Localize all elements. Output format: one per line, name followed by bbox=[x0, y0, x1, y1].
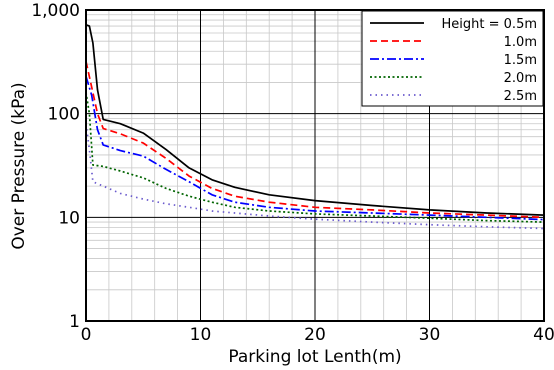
series-layer bbox=[85, 24, 545, 230]
legend-label: Height = 0.5m bbox=[442, 17, 537, 32]
x-tick-label: 40 bbox=[533, 325, 554, 345]
x-tick-label: 30 bbox=[419, 325, 441, 345]
y-tick-label: 100 bbox=[48, 105, 80, 125]
series-line bbox=[85, 92, 545, 223]
legend-label: 2.0m bbox=[504, 71, 537, 86]
x-tick-label: 10 bbox=[190, 325, 212, 345]
series-line bbox=[85, 61, 545, 219]
x-axis-title: Parking lot Lenth(m) bbox=[228, 347, 401, 367]
y-tick-label: 1,000 bbox=[31, 1, 80, 21]
y-tick-label: 10 bbox=[58, 208, 80, 228]
legend: Height = 0.5m 1.0m 1.5m 2.0m 2.5m bbox=[361, 10, 544, 107]
series-line bbox=[85, 75, 545, 221]
x-tick-label: 0 bbox=[81, 325, 92, 345]
series-line bbox=[85, 24, 545, 216]
legend-label: 1.5m bbox=[504, 53, 537, 68]
x-tick-label: 20 bbox=[304, 325, 326, 345]
plot-frame bbox=[85, 9, 545, 322]
legend-label: 2.5m bbox=[504, 89, 537, 104]
y-axis-title: Over Pressure (kPa) bbox=[9, 82, 29, 249]
y-tick-label: 1 bbox=[69, 312, 80, 332]
tick-labels: 0 10 20 30 40 1 10 100 1,000 bbox=[31, 1, 554, 345]
legend-label: 1.0m bbox=[504, 35, 537, 50]
